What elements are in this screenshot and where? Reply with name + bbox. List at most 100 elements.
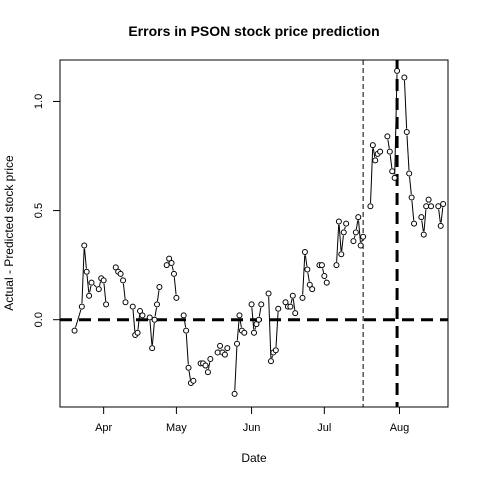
series-line-segment [188, 370, 191, 380]
data-point [338, 251, 345, 258]
series-line-segment [236, 318, 240, 341]
data-point [234, 340, 241, 347]
series-line-segment [103, 283, 107, 302]
data-point [248, 301, 255, 308]
data-point [236, 312, 243, 319]
data-point [309, 286, 316, 293]
series-line-segment [99, 281, 101, 287]
series-line-segment [336, 224, 340, 262]
series-line-segment [254, 327, 257, 330]
data-point [372, 157, 379, 164]
data-point [321, 273, 328, 280]
data-point [292, 310, 299, 317]
data-point [71, 327, 78, 334]
series-line-segment [292, 298, 296, 310]
data-point [154, 301, 160, 308]
series-layer [71, 67, 447, 397]
series-line-segment [372, 148, 376, 158]
series-line-segment [389, 154, 393, 169]
series-line-segment [358, 220, 361, 243]
data-point [357, 242, 364, 249]
data-point [369, 142, 376, 149]
series-line-segment [344, 226, 346, 230]
data-point [168, 259, 175, 266]
data-point [253, 321, 260, 328]
series-line-segment [440, 207, 444, 223]
data-point [185, 364, 192, 371]
data-point [204, 369, 211, 376]
reference-lines-layer [60, 60, 448, 407]
series-line-segment [149, 320, 153, 345]
data-point [251, 329, 257, 336]
series-line-segment [86, 274, 90, 293]
data-point [304, 266, 311, 273]
data-point [340, 229, 347, 236]
data-point [221, 351, 228, 358]
data-point [343, 220, 350, 227]
data-point [122, 299, 129, 306]
series-line-segment [409, 176, 412, 195]
data-point [418, 214, 425, 221]
data-point [323, 279, 330, 286]
series-line-segment [403, 80, 408, 129]
series-line-segment [122, 283, 126, 300]
series-line-segment [75, 309, 82, 328]
series-line-segment [411, 200, 415, 221]
series-line-segment [154, 307, 157, 317]
data-point [117, 270, 124, 277]
data-point [437, 222, 444, 229]
series-line-segment [290, 298, 293, 304]
series-line-segment [421, 220, 424, 232]
data-point [408, 194, 415, 201]
data-point [352, 229, 359, 236]
series-line-segment [304, 255, 308, 267]
data-point [139, 312, 146, 319]
data-point [163, 262, 170, 269]
data-point [377, 148, 384, 155]
data-point [386, 148, 393, 155]
data-point [267, 358, 274, 365]
series-line-segment [302, 255, 306, 295]
data-point [360, 233, 367, 240]
data-point [83, 268, 90, 275]
data-point [299, 294, 306, 301]
series-line-segment [93, 284, 97, 288]
chart-title: Errors in PSON stock price prediction [128, 23, 379, 39]
data-point [146, 314, 153, 321]
data-point [428, 203, 435, 210]
series-line-segment [361, 239, 363, 243]
data-point [394, 67, 401, 74]
data-point [134, 329, 141, 336]
data-point [335, 218, 342, 225]
series-line-segment [132, 309, 136, 332]
series-line-segment [338, 224, 342, 251]
data-point [333, 262, 340, 269]
series-line-segment [151, 322, 155, 345]
data-point [151, 316, 158, 323]
data-point [183, 327, 190, 334]
data-point [217, 342, 224, 349]
x-tick-label: Jul [317, 422, 331, 434]
data-point [149, 345, 156, 352]
data-point [173, 294, 180, 301]
data-point [403, 129, 410, 136]
series-line-segment [173, 277, 177, 295]
data-point [411, 220, 418, 227]
data-point [275, 305, 282, 312]
series-line-segment [89, 285, 92, 293]
data-point [423, 203, 430, 210]
series-line-segment [258, 307, 262, 317]
data-point [367, 203, 374, 210]
data-point [301, 249, 308, 256]
series-line-segment [438, 209, 441, 223]
series-line-segment [341, 235, 344, 252]
data-point [190, 377, 197, 384]
data-point [389, 168, 396, 175]
series-line-segment [387, 139, 390, 149]
x-tick-label: Aug [390, 422, 410, 434]
data-point [180, 312, 187, 319]
x-tick-label: May [166, 422, 187, 434]
series-line-segment [355, 220, 359, 230]
